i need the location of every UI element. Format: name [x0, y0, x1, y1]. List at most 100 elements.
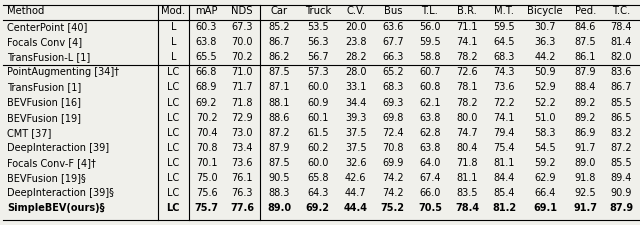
Text: 53.5: 53.5	[307, 22, 329, 32]
Text: 84.6: 84.6	[575, 22, 596, 32]
Text: 60.0: 60.0	[307, 157, 328, 167]
Text: 69.3: 69.3	[382, 97, 404, 107]
Text: L: L	[170, 22, 176, 32]
Text: 30.7: 30.7	[534, 22, 556, 32]
Text: 77.6: 77.6	[230, 202, 254, 212]
Text: Focals Conv-F [4]†: Focals Conv-F [4]†	[7, 157, 96, 167]
Text: Mod.: Mod.	[161, 6, 186, 16]
Text: 58.3: 58.3	[534, 127, 556, 137]
Text: 39.3: 39.3	[345, 112, 367, 122]
Text: 59.5: 59.5	[493, 22, 515, 32]
Text: T.L.: T.L.	[422, 6, 438, 16]
Text: 85.5: 85.5	[610, 97, 632, 107]
Text: 60.1: 60.1	[307, 112, 328, 122]
Text: 70.2: 70.2	[196, 112, 218, 122]
Text: 20.0: 20.0	[345, 22, 367, 32]
Text: M.T.: M.T.	[494, 6, 514, 16]
Text: 76.3: 76.3	[231, 187, 253, 197]
Text: 81.1: 81.1	[456, 172, 478, 182]
Text: 74.3: 74.3	[493, 67, 515, 77]
Text: 87.2: 87.2	[268, 127, 290, 137]
Text: 87.5: 87.5	[268, 67, 290, 77]
Text: 63.8: 63.8	[196, 37, 217, 47]
Text: 68.9: 68.9	[196, 82, 217, 92]
Text: 60.3: 60.3	[196, 22, 217, 32]
Text: Bus: Bus	[383, 6, 402, 16]
Text: 74.1: 74.1	[456, 37, 478, 47]
Text: 68.3: 68.3	[493, 52, 515, 62]
Text: LC: LC	[167, 82, 179, 92]
Text: 72.6: 72.6	[456, 67, 478, 77]
Text: 51.0: 51.0	[534, 112, 556, 122]
Text: 88.4: 88.4	[575, 82, 596, 92]
Text: DeepInteraction [39]§: DeepInteraction [39]§	[7, 187, 114, 197]
Text: 76.1: 76.1	[231, 172, 253, 182]
Text: 90.9: 90.9	[611, 187, 632, 197]
Text: T.C.: T.C.	[612, 6, 630, 16]
Text: 72.9: 72.9	[231, 112, 253, 122]
Text: 88.1: 88.1	[269, 97, 290, 107]
Text: Bicycle: Bicycle	[527, 6, 563, 16]
Text: 69.1: 69.1	[533, 202, 557, 212]
Text: 81.4: 81.4	[611, 37, 632, 47]
Text: Method: Method	[7, 6, 44, 16]
Text: LC: LC	[167, 97, 179, 107]
Text: 64.0: 64.0	[419, 157, 441, 167]
Text: 54.5: 54.5	[534, 142, 556, 152]
Text: 62.9: 62.9	[534, 172, 556, 182]
Text: 68.3: 68.3	[382, 82, 404, 92]
Text: 87.9: 87.9	[609, 202, 633, 212]
Text: 69.9: 69.9	[382, 157, 404, 167]
Text: 57.3: 57.3	[307, 67, 329, 77]
Text: 66.3: 66.3	[382, 52, 404, 62]
Text: 91.8: 91.8	[575, 172, 596, 182]
Text: 52.9: 52.9	[534, 82, 556, 92]
Text: 65.2: 65.2	[382, 67, 404, 77]
Text: 64.5: 64.5	[493, 37, 515, 47]
Text: 56.7: 56.7	[307, 52, 329, 62]
Text: Truck: Truck	[305, 6, 331, 16]
Text: 85.4: 85.4	[493, 187, 515, 197]
Text: 66.4: 66.4	[534, 187, 556, 197]
Text: 52.2: 52.2	[534, 97, 556, 107]
Text: 70.2: 70.2	[231, 52, 253, 62]
Text: 66.0: 66.0	[419, 187, 441, 197]
Text: Focals Conv [4]: Focals Conv [4]	[7, 37, 82, 47]
Text: 69.8: 69.8	[382, 112, 404, 122]
Text: L: L	[170, 52, 176, 62]
Text: 50.9: 50.9	[534, 67, 556, 77]
Text: 73.6: 73.6	[493, 82, 515, 92]
Text: 74.1: 74.1	[493, 112, 515, 122]
Text: 44.2: 44.2	[534, 52, 556, 62]
Text: 71.7: 71.7	[231, 82, 253, 92]
Text: Car: Car	[271, 6, 288, 16]
Text: 87.5: 87.5	[575, 37, 596, 47]
Text: 86.9: 86.9	[575, 127, 596, 137]
Text: 80.0: 80.0	[456, 112, 478, 122]
Text: 72.4: 72.4	[382, 127, 404, 137]
Text: 70.5: 70.5	[418, 202, 442, 212]
Text: 87.5: 87.5	[268, 157, 290, 167]
Text: LC: LC	[167, 112, 179, 122]
Text: 71.8: 71.8	[456, 157, 478, 167]
Text: 74.7: 74.7	[456, 127, 478, 137]
Text: 79.4: 79.4	[493, 127, 515, 137]
Text: 91.7: 91.7	[573, 202, 597, 212]
Text: TransFusion [1]: TransFusion [1]	[7, 82, 81, 92]
Text: 73.4: 73.4	[231, 142, 253, 152]
Text: 37.5: 37.5	[345, 142, 367, 152]
Text: 65.8: 65.8	[307, 172, 328, 182]
Text: 70.0: 70.0	[231, 37, 253, 47]
Text: 82.0: 82.0	[610, 52, 632, 62]
Text: 67.3: 67.3	[231, 22, 253, 32]
Text: 78.4: 78.4	[610, 22, 632, 32]
Text: 85.5: 85.5	[610, 157, 632, 167]
Text: 63.8: 63.8	[419, 112, 441, 122]
Text: CMT [37]: CMT [37]	[7, 127, 51, 137]
Text: SimpleBEV(ours)§: SimpleBEV(ours)§	[7, 202, 105, 212]
Text: L: L	[170, 37, 176, 47]
Text: 91.7: 91.7	[575, 142, 596, 152]
Text: 86.7: 86.7	[610, 82, 632, 92]
Text: TransFusion-L [1]: TransFusion-L [1]	[7, 52, 90, 62]
Text: 42.6: 42.6	[345, 172, 367, 182]
